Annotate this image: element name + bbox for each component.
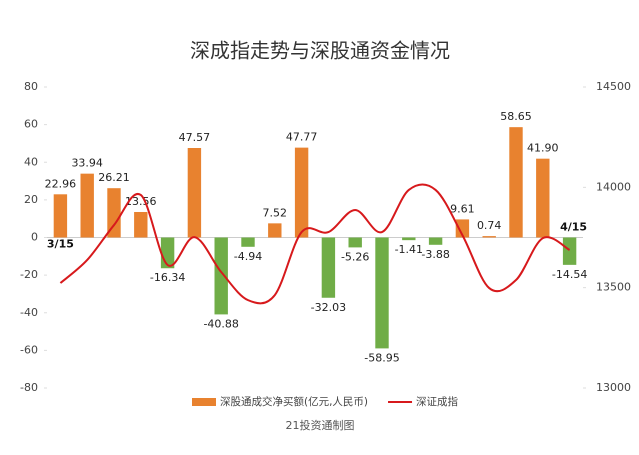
bar [375,237,389,349]
y-tick-label: -20 [20,268,38,281]
bar [214,237,228,315]
bar [134,211,148,238]
bar [80,173,94,238]
bar [107,188,121,238]
x-tick-label: 3/15 [47,238,74,251]
data-label: -5.26 [341,250,369,263]
legend-label: 深股通成交净买额(亿元,人民币) [220,395,368,408]
data-label: -32.03 [311,301,346,314]
x-tick-label: 4/15 [560,221,587,234]
data-label: 41.90 [527,142,559,155]
y-tick-label: 80 [24,80,38,93]
data-label: -16.34 [150,271,185,284]
data-label: 47.57 [179,131,211,144]
data-label: 26.21 [98,171,130,184]
y2-tick-label: 13000 [596,381,631,394]
bar [53,194,68,238]
bar [455,219,470,238]
bar [348,237,362,248]
bar [509,127,523,238]
line [59,183,571,305]
data-label: 9.61 [450,202,475,215]
data-label: -1.41 [395,243,423,256]
bar [428,237,443,245]
bar [187,148,202,238]
bar [241,237,255,247]
y-tick-label: -40 [20,306,38,319]
data-label: 33.94 [71,157,103,170]
bar [294,147,309,238]
bar [268,223,282,238]
y2-tick-label: 13500 [596,281,631,294]
bar [536,158,550,238]
y-tick-label: 0 [31,231,38,244]
data-label: -3.88 [421,248,449,261]
y-tick-label: -80 [20,381,38,394]
data-label: 0.74 [477,219,502,232]
chart-title: 深成指走势与深股通资金情况 [190,39,450,63]
y-tick-label: 20 [24,193,38,206]
bar [562,237,577,265]
legend-swatch [192,398,216,406]
data-label: 58.65 [500,110,532,123]
data-label: 22.96 [45,177,77,190]
data-label: 13.56 [125,195,157,208]
y-tick-label: 60 [24,118,38,131]
bar [321,237,336,298]
source: 21投资通制图 [286,418,355,432]
bar [482,236,496,238]
bar [402,237,416,241]
y-tick-label: 40 [24,155,38,168]
y2-tick-label: 14000 [596,180,631,193]
data-label: -14.54 [552,268,587,281]
data-label: 47.77 [286,131,318,144]
data-label: -40.88 [203,317,238,330]
legend-label: 深证成指 [416,395,458,408]
data-label: 7.52 [263,206,288,219]
y2-tick-label: 14500 [596,80,631,93]
y-tick-label: -60 [20,343,38,356]
data-label: -4.94 [234,250,262,263]
data-label: -58.95 [364,351,399,364]
